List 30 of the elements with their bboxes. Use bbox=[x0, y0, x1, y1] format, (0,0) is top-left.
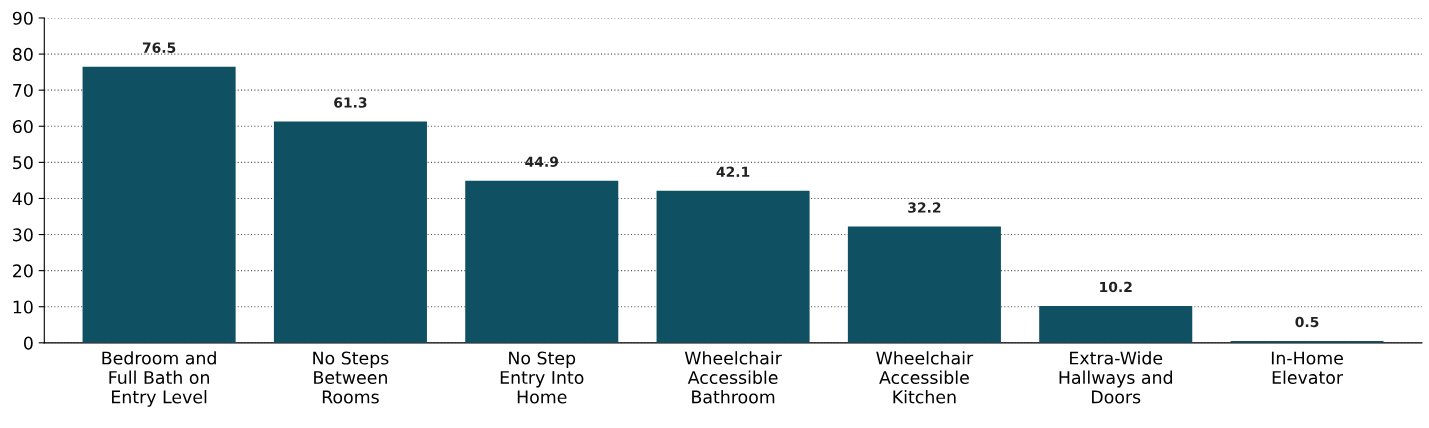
data-label: 61.3 bbox=[334, 97, 367, 108]
y-tick-label: 70 bbox=[13, 83, 33, 98]
x-tick-label: Extra-Wide Hallways and Doors bbox=[1059, 351, 1172, 404]
y-tick-label: 80 bbox=[12, 47, 33, 61]
bar bbox=[1039, 306, 1193, 343]
x-tick-label: No Step Entry Into Home bbox=[500, 351, 584, 404]
y-tick-label: 40 bbox=[12, 192, 33, 206]
data-label: 42.1 bbox=[716, 166, 750, 177]
bar bbox=[656, 190, 810, 343]
y-tick-label: 50 bbox=[13, 156, 33, 170]
data-label: 44.9 bbox=[525, 156, 558, 167]
x-tick-label: Wheelchair Accessible Kitchen bbox=[876, 351, 974, 404]
data-label: 32.2 bbox=[908, 202, 941, 213]
x-tick-label: In-Home Elevator bbox=[1271, 351, 1344, 385]
bar bbox=[82, 66, 236, 343]
y-tick-label: 30 bbox=[13, 228, 33, 242]
bar bbox=[273, 121, 427, 343]
y-tick-label: 10 bbox=[13, 300, 33, 314]
bar bbox=[465, 180, 619, 343]
x-tick-label: Wheelchair Accessible Bathroom bbox=[684, 351, 782, 404]
bar bbox=[847, 226, 1001, 343]
y-tick-label: 0 bbox=[23, 336, 33, 350]
x-tick-label: Bedroom and Full Bath on Entry Level bbox=[102, 351, 216, 407]
data-label: 76.5 bbox=[142, 42, 176, 53]
x-tick-label: No Steps Between Rooms bbox=[313, 351, 389, 404]
y-tick-label: 90 bbox=[12, 11, 33, 25]
data-label: 10.2 bbox=[1100, 281, 1132, 293]
y-tick-label: 20 bbox=[13, 264, 33, 278]
data-label: 0.5 bbox=[1295, 316, 1319, 328]
y-tick-label: 60 bbox=[13, 119, 33, 134]
